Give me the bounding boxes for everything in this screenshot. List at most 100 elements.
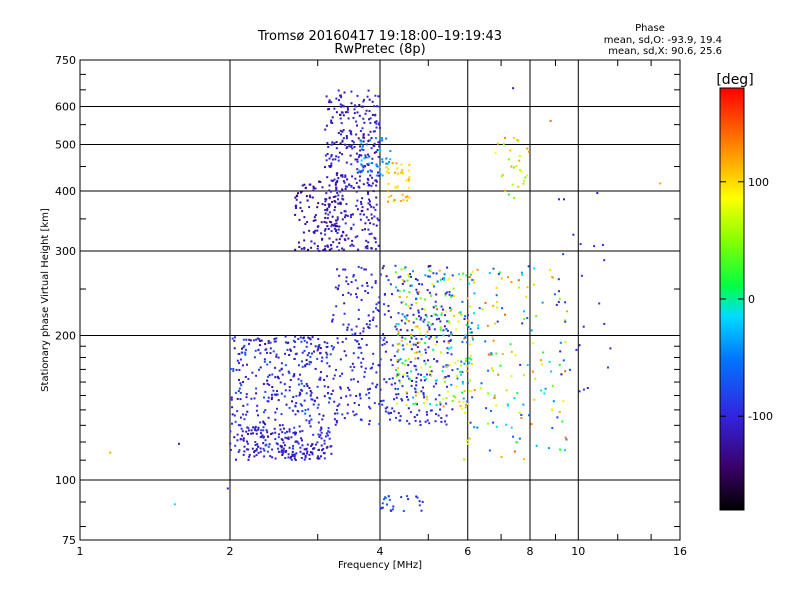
data-point [596,192,599,194]
data-point [320,437,323,440]
data-point [381,160,384,163]
data-point [264,390,267,393]
data-point [408,163,411,166]
data-point [317,202,320,205]
data-point [368,233,371,236]
data-point [598,302,601,305]
data-point [352,244,355,247]
data-point [310,246,313,249]
data-point [236,397,239,400]
data-point [428,326,431,329]
data-point [318,413,321,416]
data-point [458,400,461,403]
data-point [373,142,376,145]
data-point [336,179,339,182]
data-point [471,336,474,339]
data-point [381,343,384,346]
data-point [320,455,322,458]
data-point [241,347,243,350]
data-point [371,182,374,185]
data-point [344,143,347,146]
data-point [461,340,464,343]
data-point [469,421,472,424]
data-point [418,341,421,344]
data-point [396,167,399,170]
data-point [453,294,456,297]
data-point [345,280,348,283]
data-point [357,380,359,383]
data-point [335,219,338,222]
data-point [294,440,297,443]
x-tick-label: 10 [571,545,585,558]
data-point [358,404,360,406]
data-point [299,207,302,209]
data-point [328,248,331,251]
data-point [555,303,558,306]
data-point [377,364,380,367]
data-point [296,440,299,443]
data-point [365,239,368,242]
data-point [326,176,329,179]
data-point [238,362,240,365]
data-point [281,454,284,456]
data-point [502,143,505,146]
data-point [293,426,296,429]
data-point [473,389,476,392]
data-point [354,158,357,161]
data-point [466,365,469,368]
data-point [449,364,452,367]
data-point [320,444,323,447]
data-point [414,357,417,360]
data-point [331,318,334,321]
data-point [360,210,363,213]
data-point [245,348,247,351]
data-point [350,163,353,166]
data-point [547,447,550,450]
data-point [287,436,290,439]
data-point [342,198,345,201]
data-point [298,425,301,428]
data-point [230,398,233,401]
data-point [275,442,278,445]
data-point [347,291,350,294]
data-point [288,372,291,375]
data-point [425,378,428,380]
data-point [304,186,307,189]
data-point [312,189,315,192]
data-point [521,322,524,325]
data-point [372,310,375,313]
data-point [342,294,344,296]
data-point [302,231,305,234]
data-point [299,373,301,376]
data-point [364,268,367,271]
data-point [422,320,425,323]
data-point [299,191,302,194]
data-point [429,403,431,406]
data-point [442,308,444,311]
data-point [313,399,316,402]
data-point [255,448,258,450]
data-point [496,320,499,323]
data-point [336,172,339,175]
data-point [267,416,270,419]
data-point [239,391,242,394]
data-point [298,383,300,386]
data-point [497,373,500,376]
data-point [425,395,428,398]
data-point [397,332,400,335]
data-point [461,391,464,394]
data-point [487,422,490,425]
data-point [418,315,421,318]
data-point [395,328,398,331]
data-point [515,165,518,167]
data-point [293,357,296,360]
data-point [330,162,333,165]
data-point [430,315,433,317]
data-point [350,328,353,331]
data-point [370,205,373,208]
data-point [429,264,432,267]
data-point [351,239,354,242]
data-point [390,316,392,319]
data-point [342,180,345,183]
data-point [316,396,319,399]
